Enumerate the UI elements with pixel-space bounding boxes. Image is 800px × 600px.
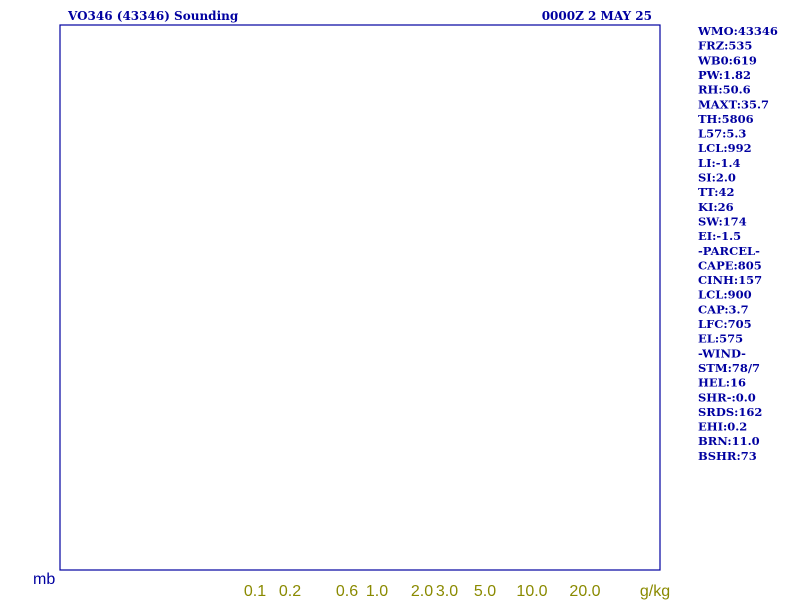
sounding-index: SRDS:162 [698,405,762,419]
sounding-index: LI:-1.4 [698,156,741,170]
sounding-index: LCL:900 [698,288,752,302]
sounding-index: -PARCEL- [698,244,760,258]
sounding-index: HEL:16 [698,376,746,390]
sounding-index: RH:50.6 [698,83,751,97]
sounding-index: SI:2.0 [698,171,736,185]
mixing-ratio-label: 0.1 [244,583,266,600]
sounding-index: STM:78/7 [698,361,760,375]
sounding-index: WB0:619 [697,53,757,67]
mixing-ratio-label: 10.0 [516,583,547,600]
axis-labels: 100200300400500600700800900100012460 m10… [33,571,670,600]
sounding-index: MAXT:35.7 [698,97,769,111]
station-title: VO346 (43346) Sounding [67,9,239,23]
sounding-index: SHR-:0.0 [698,390,756,404]
plot-frame [59,24,661,571]
sounding-index: TH:5806 [698,112,754,126]
mixing-ratio-label: 0.6 [336,583,358,600]
sounding-index: CAP:3.7 [698,302,749,316]
mixing-ratio-label: 2.0 [411,583,433,600]
sounding-index: SW:174 [698,214,747,228]
pressure-axis-label: mb [33,571,55,588]
sounding-indices: WMO:43346FRZ:535WB0:619PW:1.82RH:50.6MAX… [697,24,778,463]
sounding-index: FRZ:535 [698,39,752,53]
mixing-ratio-label: 0.2 [279,583,301,600]
sounding-index: EHI:0.2 [698,420,747,434]
sounding-index: CAPE:805 [698,258,762,272]
sounding-index: BRN:11.0 [698,434,760,448]
mixing-ratio-label: 20.0 [569,583,600,600]
sounding-index: EL:575 [698,332,743,346]
sounding-index: TT:42 [698,185,735,199]
mixing-ratio-label: 1.0 [366,583,388,600]
isobar-lines [60,0,800,570]
sounding-index: LFC:705 [698,317,752,331]
sounding-index: EI:-1.5 [698,229,741,243]
sounding-index: KI:26 [698,200,734,214]
sounding-index: LCL:992 [698,141,752,155]
sounding-index: CINH:157 [698,273,762,287]
mixing-ratio-label: 3.0 [436,583,458,600]
mixing-ratio-label: g/kg [640,583,670,600]
mixing-ratio-label: 5.0 [474,583,496,600]
sounding-index: BSHR:73 [698,449,757,463]
sounding-index: -WIND- [698,346,746,360]
sounding-index: L57:5.3 [698,127,746,141]
sounding-index: WMO:43346 [697,24,778,38]
sounding-index: PW:1.82 [698,68,751,82]
sounding-time: 0000Z 2 MAY 25 [542,9,652,23]
